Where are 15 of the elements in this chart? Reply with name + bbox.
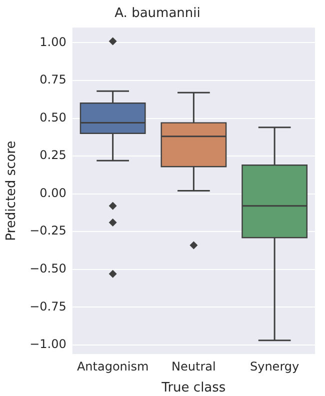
y-tick-label: 1.00	[40, 34, 66, 49]
y-axis-title: Predicted score	[4, 140, 20, 241]
y-tick-label: 0.50	[40, 110, 66, 124]
y-tick-label: −1.00	[30, 337, 66, 352]
x-tick-label: Neutral	[172, 359, 216, 374]
x-axis-title: True class	[160, 380, 226, 396]
y-tick-label: 0.75	[40, 72, 66, 87]
y-tick-label: 0.00	[40, 186, 66, 200]
y-tick-label: −0.75	[30, 299, 66, 314]
x-tick-label: Antagonism	[76, 359, 149, 374]
y-tick-label: −0.50	[30, 262, 66, 276]
chart-title: A. baumannii	[114, 6, 200, 22]
y-tick-label: −0.25	[30, 224, 66, 238]
y-tick-label: 0.25	[40, 148, 66, 162]
x-tick-label: Synergy	[250, 359, 300, 374]
